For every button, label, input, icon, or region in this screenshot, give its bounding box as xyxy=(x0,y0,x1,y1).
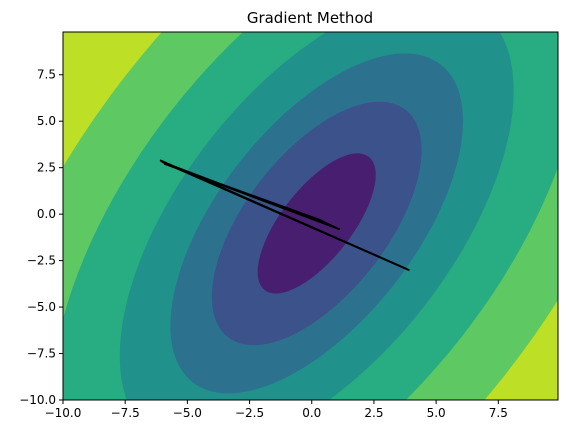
y-tick-label: 2.5 xyxy=(37,161,56,175)
x-tick-label: 7.5 xyxy=(489,406,508,420)
y-tick-label: 7.5 xyxy=(37,68,56,82)
contour-band-0 xyxy=(257,153,376,294)
plot-frame xyxy=(62,31,559,401)
y-tick-label: −10.0 xyxy=(19,393,56,407)
chart-title: Gradient Method xyxy=(247,9,373,27)
gradient-descent-path xyxy=(159,159,410,271)
x-tick-label: 2.5 xyxy=(364,406,383,420)
x-tick-label: −7.5 xyxy=(111,406,140,420)
y-tick-label: 5.0 xyxy=(37,114,56,128)
x-tick-label: 0.0 xyxy=(302,406,321,420)
x-tick-label: −2.5 xyxy=(235,406,264,420)
y-axis: −10.0 −7.5 −5.0 −2.5 0.0 2.5 5.0 7.5 xyxy=(19,68,63,407)
y-tick-label: 0.0 xyxy=(37,207,56,221)
y-tick-label: −5.0 xyxy=(27,300,56,314)
x-axis: −10.0 −7.5 −5.0 −2.5 0.0 2.5 5.0 7.5 xyxy=(45,400,508,420)
x-tick-label: −10.0 xyxy=(45,406,82,420)
y-tick-label: −2.5 xyxy=(27,254,56,268)
x-tick-label: 5.0 xyxy=(427,406,446,420)
y-tick-label: −7.5 xyxy=(27,347,56,361)
x-tick-label: −5.0 xyxy=(173,406,202,420)
